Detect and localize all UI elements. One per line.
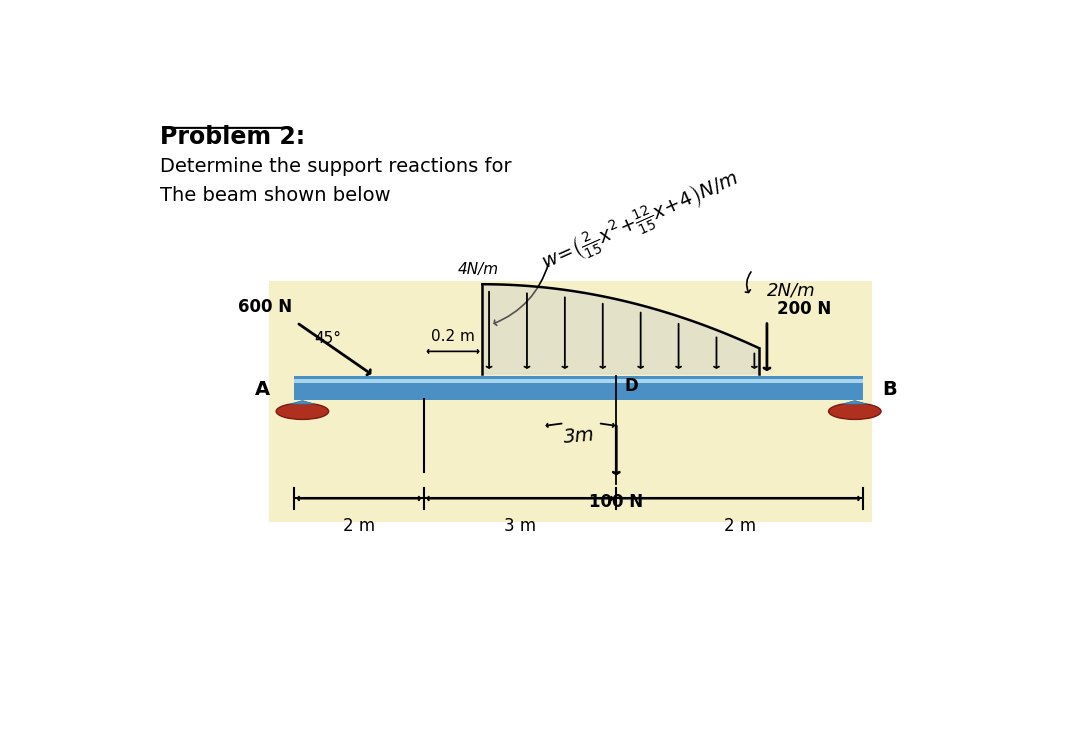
FancyBboxPatch shape xyxy=(294,376,863,400)
Text: 2 m: 2 m xyxy=(342,517,375,535)
Text: 45°: 45° xyxy=(314,331,341,346)
Polygon shape xyxy=(289,401,315,404)
Text: D: D xyxy=(624,378,638,396)
Text: 200 N: 200 N xyxy=(777,300,832,318)
Ellipse shape xyxy=(828,403,881,420)
Text: 2N/m: 2N/m xyxy=(767,281,815,299)
Ellipse shape xyxy=(276,403,328,420)
Text: 3m: 3m xyxy=(563,425,595,447)
Text: 2 m: 2 m xyxy=(724,517,756,535)
Text: 0.2 m: 0.2 m xyxy=(431,329,475,344)
Text: The beam shown below: The beam shown below xyxy=(160,186,391,205)
Text: A: A xyxy=(255,380,270,399)
Text: $w\!=\!\left(\frac{2}{15}x^2\!+\!\frac{12}{15}x\!+\!4\right)N/m$: $w\!=\!\left(\frac{2}{15}x^2\!+\!\frac{1… xyxy=(537,163,744,277)
Text: B: B xyxy=(882,380,897,399)
Text: 100 N: 100 N xyxy=(590,493,644,511)
Polygon shape xyxy=(842,401,867,404)
Text: 4N/m: 4N/m xyxy=(458,262,499,277)
FancyBboxPatch shape xyxy=(269,281,872,522)
Text: 600 N: 600 N xyxy=(239,298,293,316)
Text: 3 m: 3 m xyxy=(504,517,536,535)
Polygon shape xyxy=(483,284,758,374)
Text: Determine the support reactions for: Determine the support reactions for xyxy=(160,157,512,176)
FancyBboxPatch shape xyxy=(294,379,863,384)
Text: Problem 2:: Problem 2: xyxy=(160,125,306,149)
